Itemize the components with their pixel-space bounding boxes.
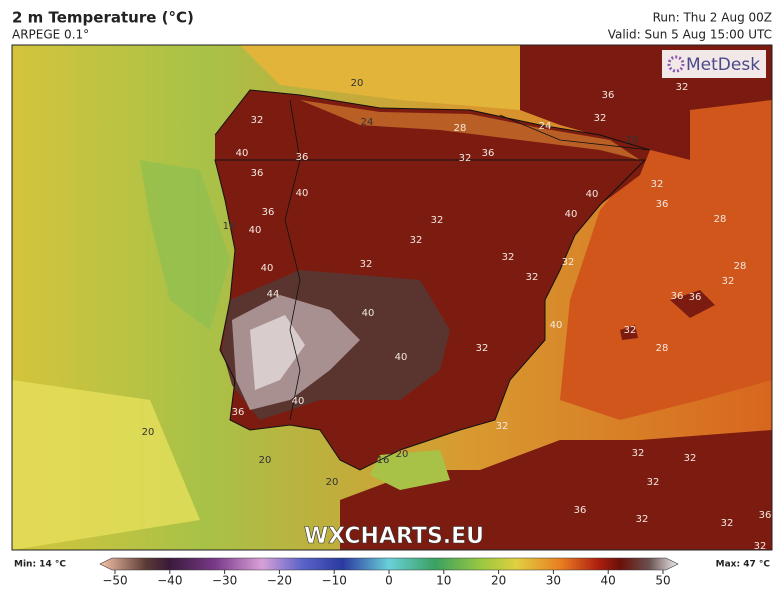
- logo-icon: [667, 55, 685, 73]
- contour-label: 20: [396, 449, 409, 460]
- contour-label: 36: [251, 168, 264, 179]
- contour-label: 32: [636, 514, 649, 525]
- colorbar-tick-label: −30: [212, 574, 237, 588]
- contour-label: 32: [410, 235, 423, 246]
- colorbar-tick-label: 0: [385, 574, 393, 588]
- contour-label: 36: [574, 505, 587, 516]
- contour-label: 32: [496, 421, 509, 432]
- contour-label: 32: [647, 477, 660, 488]
- contour-label: 32: [251, 115, 264, 126]
- contour-label: 36: [296, 152, 309, 163]
- contour-label: 40: [292, 396, 305, 407]
- contour-label: 36: [759, 510, 772, 521]
- contour-label: 32: [722, 276, 735, 287]
- valid-time: Valid: Sun 5 Aug 15:00 UTC: [608, 28, 772, 42]
- contour-label: 24: [361, 117, 374, 128]
- colorbar-tick-label: −10: [322, 574, 347, 588]
- logo-text: MetDesk: [686, 55, 760, 75]
- map-title: 2 m Temperature (°C): [12, 9, 194, 27]
- contour-label: 36: [656, 199, 669, 210]
- contour-label: 20: [259, 455, 272, 466]
- contour-label: 40: [261, 263, 274, 274]
- contour-label: 40: [565, 209, 578, 220]
- contour-label: 32: [526, 272, 539, 283]
- contour-label: 32: [684, 453, 697, 464]
- contour-label: 20: [326, 477, 339, 488]
- contour-label: 40: [296, 188, 309, 199]
- min-label: Min: 14 °C: [14, 560, 66, 570]
- contour-label: 32: [476, 343, 489, 354]
- contour-label: 20: [351, 78, 364, 89]
- colorbar-tick-label: 10: [436, 574, 451, 588]
- colorbar-tick-label: −40: [157, 574, 182, 588]
- colorbar-tick-label: 50: [655, 574, 670, 588]
- contour-label: 28: [734, 261, 747, 272]
- contour-label: 32: [594, 113, 607, 124]
- contour-label: 32: [360, 259, 373, 270]
- watermark: WXCHARTS.EU: [304, 524, 484, 549]
- contour-label: 44: [267, 289, 280, 300]
- contour-label: 32: [431, 215, 444, 226]
- colorbar-tick-label: 30: [546, 574, 561, 588]
- contour-label: 36: [689, 292, 702, 303]
- contour-label: 40: [395, 352, 408, 363]
- contour-label: 32: [459, 153, 472, 164]
- contour-label: 16: [377, 455, 390, 466]
- contour-label: 32: [624, 325, 637, 336]
- contour-label: 28: [656, 343, 669, 354]
- contour-label: 36: [602, 90, 615, 101]
- contour-label: 40: [236, 148, 249, 159]
- max-label: Max: 47 °C: [716, 560, 771, 570]
- contour-label: 40: [550, 320, 563, 331]
- contour-label: 36: [482, 148, 495, 159]
- contour-label: 32: [632, 448, 645, 459]
- contour-label: 16: [223, 221, 236, 232]
- colorbar: [99, 557, 679, 571]
- colorbar-tick-label: −50: [102, 574, 127, 588]
- colorbar-tick-label: 20: [491, 574, 506, 588]
- contour-label: 32: [676, 82, 689, 93]
- contour-label: 36: [262, 207, 275, 218]
- colorbar-tick-label: 40: [601, 574, 616, 588]
- contour-label: 32: [754, 541, 767, 552]
- contour-label: 20: [142, 427, 155, 438]
- contour-label: 32: [562, 257, 575, 268]
- contour-label: 28: [714, 214, 727, 225]
- logo-box: [662, 50, 766, 78]
- model-name: ARPEGE 0.1°: [12, 28, 89, 42]
- contour-label: 24: [539, 121, 552, 132]
- contour-label: 28: [454, 123, 467, 134]
- contour-label: 40: [362, 308, 375, 319]
- contour-label: 32: [502, 252, 515, 263]
- contour-label: 40: [249, 225, 262, 236]
- map-frame: [11, 44, 773, 551]
- contour-label: 32: [721, 518, 734, 529]
- contour-label: 40: [586, 189, 599, 200]
- map-area: [12, 45, 772, 550]
- contour-label: 20: [626, 135, 639, 146]
- contour-label: 32: [651, 179, 664, 190]
- contour-label: 36: [232, 407, 245, 418]
- run-time: Run: Thu 2 Aug 00Z: [653, 11, 772, 25]
- colorbar-tick-label: −20: [267, 574, 292, 588]
- contour-label: 36: [671, 291, 684, 302]
